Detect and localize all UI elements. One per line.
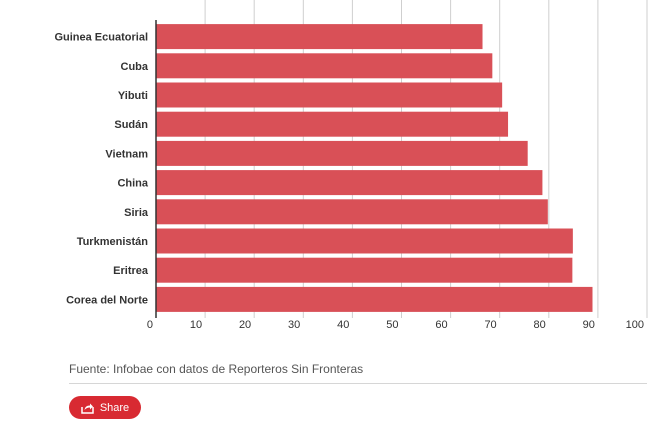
x-tick-label: 20: [239, 319, 251, 331]
x-tick-label: 90: [583, 319, 595, 331]
category-label: Eritrea: [113, 265, 149, 277]
x-tick-label: 10: [190, 319, 202, 331]
bar: [156, 82, 503, 108]
share-label: Share: [99, 401, 130, 414]
bar: [156, 140, 528, 166]
bar-chart: Guinea Ecuatorial Cuba Yibuti Sudán Vietnam C…: [54, 0, 648, 331]
bar: [156, 257, 573, 283]
x-tick-label: 30: [288, 319, 300, 331]
category-label: China: [117, 178, 148, 190]
source-note: Fuente: Infobae con datos de Reporteros …: [69, 362, 364, 376]
category-label: Vietnam: [105, 148, 148, 160]
bar: [156, 53, 493, 79]
share-button[interactable]: Share: [69, 396, 141, 419]
x-tick-label: 50: [386, 319, 398, 331]
category-label: Cuba: [121, 61, 149, 73]
x-tick-label: 40: [337, 319, 349, 331]
share-icon: [81, 403, 94, 414]
bar: [156, 199, 548, 225]
x-tick-label: 100: [626, 319, 644, 331]
category-label: Guinea Ecuatorial: [54, 32, 148, 44]
category-label: Yibuti: [118, 90, 148, 102]
bar: [156, 228, 573, 254]
x-tick-label: 80: [534, 319, 546, 331]
category-label: Sudán: [114, 119, 148, 131]
x-tick-label: 60: [435, 319, 447, 331]
bar: [156, 111, 509, 137]
x-tick-label: 0: [147, 319, 153, 331]
bar: [156, 24, 483, 50]
bar: [156, 286, 593, 312]
category-label: Siria: [124, 207, 149, 219]
category-label: Turkmenistán: [77, 236, 149, 248]
x-tick-label: 70: [484, 319, 496, 331]
category-label: Corea del Norte: [66, 294, 148, 306]
chart-area: Guinea Ecuatorial Cuba Yibuti Sudán Vietnam C…: [54, 0, 648, 331]
bar: [156, 170, 543, 196]
divider: [69, 383, 647, 384]
